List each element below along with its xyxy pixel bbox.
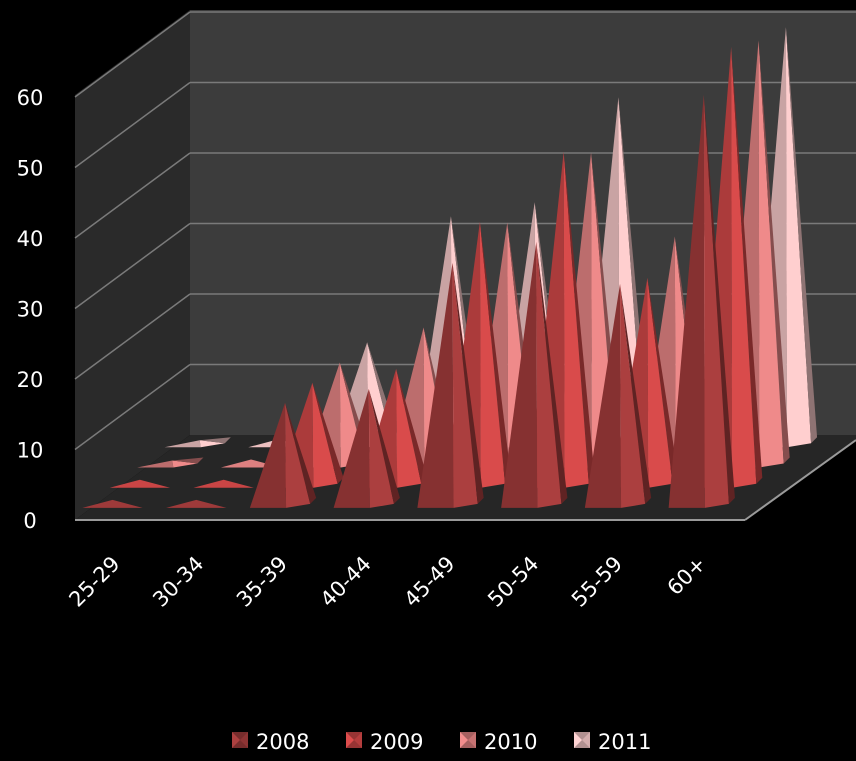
pyramid-face-right [758, 40, 784, 468]
x-tick-label: 30-34 [148, 552, 208, 612]
pyramid-2008-55-59 [584, 283, 652, 508]
pyramid-2010-25-29 [137, 457, 204, 468]
pyramid-face-left [249, 402, 287, 508]
pyramid-face-right [312, 382, 338, 488]
pyramid-face-side [785, 27, 818, 444]
pyramid-face [166, 499, 227, 508]
pyramid-face-left [417, 262, 454, 508]
pyramid-face-right [199, 440, 225, 448]
pyramid-face-right [479, 221, 506, 488]
x-tick-label: 40-44 [316, 552, 376, 612]
pyramid-face-side [620, 283, 652, 504]
legend-item-2008[interactable]: 2008 [232, 730, 309, 754]
y-tick-label: 20 [17, 368, 44, 392]
pyramid-2008-30-34 [166, 499, 227, 508]
y-tick-label: 60 [17, 86, 44, 110]
gridline-side [74, 81, 191, 169]
pyramid-face-side [758, 40, 790, 464]
pyramid-face-side [563, 151, 595, 484]
pyramid-2008-60+ [668, 94, 735, 508]
pyramid-face-right [703, 94, 729, 508]
y-tick-label: 30 [17, 298, 44, 322]
pyramid-face-side [647, 277, 679, 484]
legend-item-2009[interactable]: 2009 [346, 730, 423, 754]
y-tick-label: 40 [17, 227, 44, 251]
legend-swatch [574, 732, 590, 748]
gridline-side [74, 11, 191, 98]
pyramid-2008-50-54 [501, 241, 568, 508]
side-wall [75, 10, 190, 520]
pyramid-face-right [536, 241, 562, 508]
pyramid-face-side [368, 388, 400, 504]
pyramid-face-left [501, 241, 538, 508]
legend-item-2011[interactable]: 2011 [574, 730, 651, 754]
x-tick-label: 45-49 [399, 552, 459, 612]
pyramid-face-right [785, 27, 812, 448]
pyramid-2009-30-34 [193, 479, 254, 488]
legend-label: 2011 [598, 730, 651, 754]
legend-item-2010[interactable]: 2010 [460, 730, 537, 754]
pyramid-2008-40-44 [333, 388, 400, 508]
legend-label: 2008 [256, 730, 309, 754]
pyramid-2008-35-39 [249, 402, 317, 508]
y-axis-ticks: 0 10 20 30 40 50 60 [17, 86, 44, 533]
pyramid-face-left [584, 283, 622, 508]
legend-swatch [232, 732, 248, 748]
legend-label: 2010 [484, 730, 537, 754]
gridline-side [74, 152, 191, 239]
pyramid-face-right [285, 402, 311, 508]
pyramid-face-right [172, 460, 198, 468]
pyramid-2011-25-29 [164, 437, 231, 448]
x-tick-label: 50-54 [483, 552, 543, 612]
pyramid-face-right [647, 277, 673, 488]
pyramid-face-right [368, 388, 394, 508]
pyramid-face-side [536, 241, 568, 504]
pyramid-face-right [396, 368, 422, 488]
pyramid-face-right [452, 262, 478, 508]
pyramid-2009-25-29 [109, 479, 171, 488]
pyramid-face-side [703, 94, 735, 504]
pyramid-face-side [479, 221, 512, 484]
pyramid-face-right [563, 151, 589, 488]
pyramid-face-left [137, 460, 174, 468]
pyramid-face [82, 499, 143, 508]
y-tick-label: 50 [17, 157, 44, 181]
pyramid-face-side [396, 368, 428, 484]
gridline-side [74, 222, 191, 310]
pyramid-2008-45-49 [417, 262, 484, 508]
pyramid-2008-25-29 [82, 499, 143, 508]
legend[interactable]: 2008 2009 2010 2011 [232, 730, 651, 754]
gridline-side [74, 363, 191, 451]
x-tick-label: 25-29 [64, 552, 124, 612]
pyramid-face-side [452, 262, 484, 504]
x-tick-label: 60+ [663, 552, 711, 600]
pyramid-face-left [668, 94, 705, 508]
pyramid-face [193, 479, 254, 488]
pyramid-face-left [164, 440, 201, 448]
pyramid-face-right [731, 46, 757, 488]
y-tick-label: 10 [17, 439, 44, 463]
legend-swatch [460, 732, 476, 748]
gridline-side [74, 293, 191, 380]
pyramid-face-left [333, 388, 370, 508]
plot-area [82, 27, 818, 508]
pyramid-face-side [731, 46, 763, 484]
pyramid-face-side [172, 457, 204, 464]
legend-label: 2009 [370, 730, 423, 754]
pyramid-face-side [312, 382, 344, 484]
y-tick-label: 0 [23, 509, 36, 533]
pyramid-face-side [199, 437, 231, 444]
pyramid-face [109, 479, 171, 488]
x-tick-label: 35-39 [232, 552, 292, 612]
pyramid-face-right [620, 283, 646, 508]
pyramid-face-side [285, 402, 317, 504]
floor-edge [744, 439, 856, 521]
x-tick-label: 55-59 [567, 552, 627, 612]
x-axis-ticks: 25-29 30-34 35-39 40-44 45-49 50-54 55-59 60+ [64, 552, 710, 612]
legend-swatch [346, 732, 362, 748]
